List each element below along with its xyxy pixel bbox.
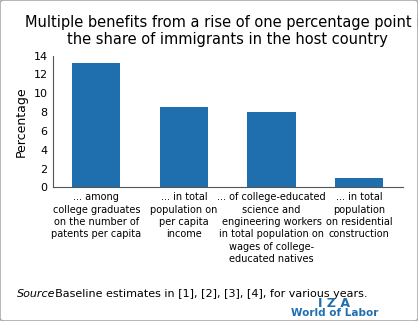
Y-axis label: Percentage: Percentage <box>15 86 28 157</box>
Bar <box>335 178 383 187</box>
Bar <box>247 112 296 187</box>
Bar <box>160 107 208 187</box>
Bar <box>72 63 120 187</box>
Text: World of Labor: World of Labor <box>291 308 378 318</box>
Title: Multiple benefits from a rise of one percentage point in
the share of immigrants: Multiple benefits from a rise of one per… <box>25 15 418 48</box>
Text: : Baseline estimates in [1], [2], [3], [4], for various years.: : Baseline estimates in [1], [2], [3], [… <box>48 289 367 299</box>
Text: I Z A: I Z A <box>319 297 350 310</box>
Text: Source: Source <box>17 289 55 299</box>
